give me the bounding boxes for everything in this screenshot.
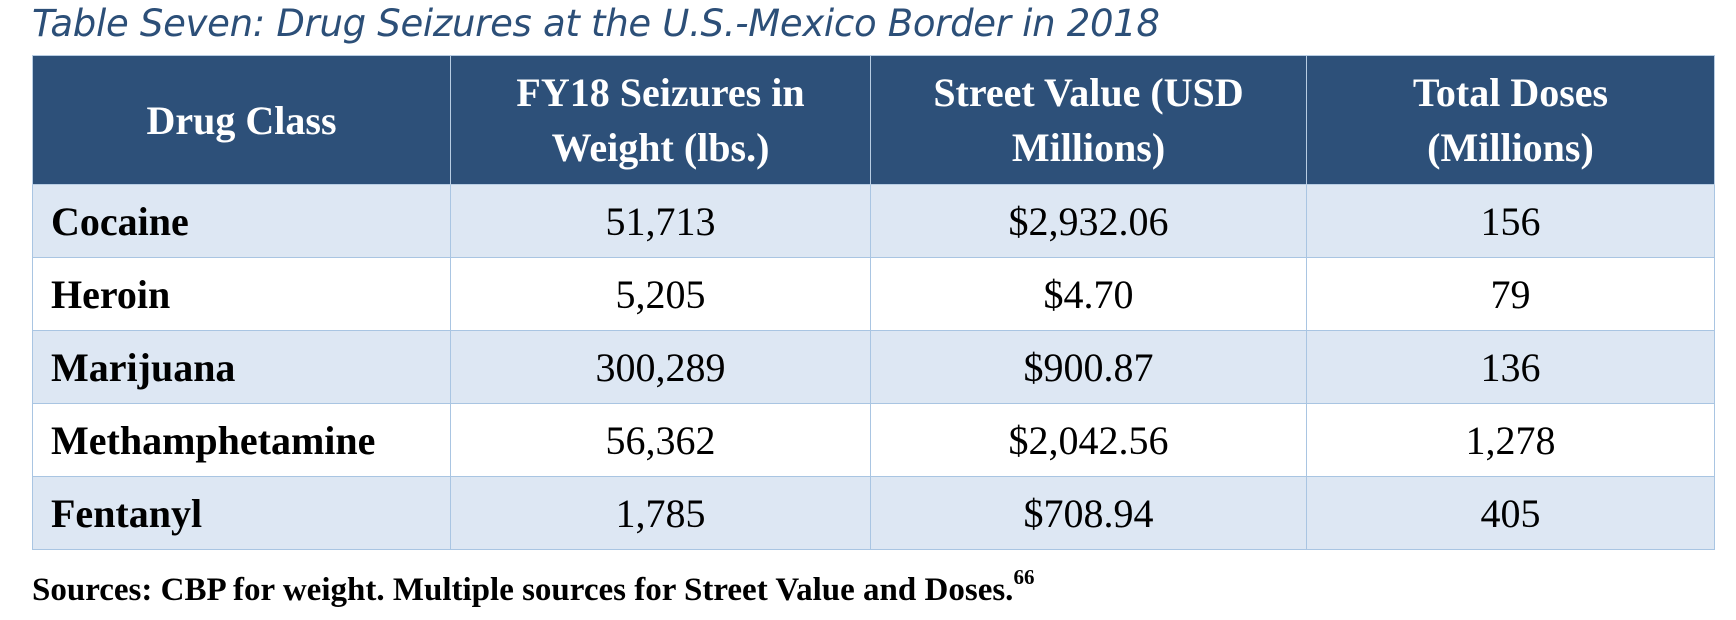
column-header-total-doses: Total Doses (Millions) [1306, 55, 1715, 185]
table-caption: Table Seven: Drug Seizures at the U.S.-M… [32, 2, 1160, 45]
street-value-cell: $2,042.56 [870, 403, 1307, 477]
column-header-weight: FY18 Seizures in Weight (lbs.) [450, 55, 871, 185]
doses-cell: 156 [1306, 184, 1715, 258]
weight-cell: 1,785 [450, 476, 871, 550]
header-line: Drug Class [146, 97, 337, 143]
weight-cell: 51,713 [450, 184, 871, 258]
weight-cell: 5,205 [450, 257, 871, 331]
street-value-cell: $708.94 [870, 476, 1307, 550]
doses-cell: 136 [1306, 330, 1715, 404]
doses-cell: 1,278 [1306, 403, 1715, 477]
doses-cell: 405 [1306, 476, 1715, 550]
table-row: Cocaine 51,713 $2,932.06 156 [32, 184, 1715, 258]
header-line: Total Doses [1412, 70, 1609, 115]
footnote-marker: 66 [1013, 565, 1035, 589]
header-row: Drug Class FY18 Seizures in Weight (lbs.… [32, 55, 1715, 185]
drug-name-cell: Fentanyl [32, 476, 451, 550]
drug-name-cell: Marijuana [32, 330, 451, 404]
weight-cell: 56,362 [450, 403, 871, 477]
street-value-cell: $2,932.06 [870, 184, 1307, 258]
header-line: FY18 Seizures in [516, 70, 805, 115]
weight-cell: 300,289 [450, 330, 871, 404]
street-value-cell: $900.87 [870, 330, 1307, 404]
table-row: Fentanyl 1,785 $708.94 405 [32, 476, 1715, 550]
table-row: Methamphetamine 56,362 $2,042.56 1,278 [32, 403, 1715, 477]
doses-cell: 79 [1306, 257, 1715, 331]
drug-name-cell: Cocaine [32, 184, 451, 258]
column-header-street-value: Street Value (USD Millions) [870, 55, 1307, 185]
header-line: Street Value (USD [933, 70, 1244, 115]
table-row: Marijuana 300,289 $900.87 136 [32, 330, 1715, 404]
header-line: Weight (lbs.) [551, 125, 770, 170]
column-header-drug-class: Drug Class [32, 55, 451, 185]
drug-name-cell: Heroin [32, 257, 451, 331]
header-line: (Millions) [1427, 125, 1594, 170]
street-value-cell: $4.70 [870, 257, 1307, 331]
drug-name-cell: Methamphetamine [32, 403, 451, 477]
header-line: Millions) [1011, 125, 1166, 170]
source-note: Sources: CBP for weight. Multiple source… [32, 565, 1034, 609]
drug-seizures-table: Drug Class FY18 Seizures in Weight (lbs.… [32, 55, 1715, 550]
table-row: Heroin 5,205 $4.70 79 [32, 257, 1715, 331]
source-text: Sources: CBP for weight. Multiple source… [32, 572, 1014, 608]
